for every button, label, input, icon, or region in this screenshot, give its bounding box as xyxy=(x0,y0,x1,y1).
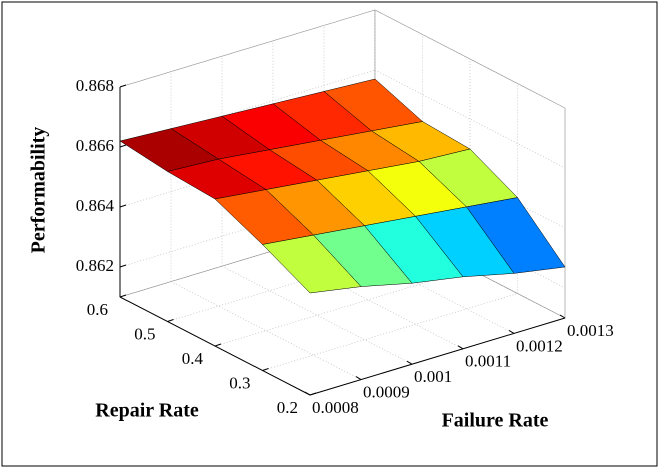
y-tick-label: 0.4 xyxy=(182,349,204,368)
z-tick xyxy=(119,144,127,148)
z-tick xyxy=(119,84,127,88)
x-tick xyxy=(559,314,566,319)
y-tick xyxy=(214,343,222,347)
y-tick xyxy=(167,319,174,322)
x-tick xyxy=(355,376,362,381)
x-tick-label: 0.0013 xyxy=(567,321,614,340)
y-tick xyxy=(119,294,127,298)
x-axis xyxy=(309,317,566,396)
x-tick-label: 0.0012 xyxy=(516,336,563,355)
z-tick xyxy=(119,264,127,268)
x-tick-label: 0.0011 xyxy=(465,352,511,371)
y-tick-label: 0.3 xyxy=(229,373,250,392)
z-axis-label: Performability xyxy=(28,127,50,254)
x-tick xyxy=(406,360,413,365)
y-tick xyxy=(309,392,317,396)
x-tick-label: 0.001 xyxy=(414,367,452,386)
x-tick xyxy=(457,345,464,350)
surface-patch xyxy=(261,234,362,294)
y-tick-label: 0.6 xyxy=(87,300,108,319)
z-tick-label: 0.862 xyxy=(76,256,114,275)
x-tick-label: 0.0009 xyxy=(363,383,410,402)
z-tick-label: 0.868 xyxy=(76,76,114,95)
x-tick-label: 0.0008 xyxy=(312,398,359,417)
x-tick xyxy=(304,391,311,396)
y-axis-label: Repair Rate xyxy=(95,400,199,422)
y-tick xyxy=(262,368,269,371)
y-tick-label: 0.2 xyxy=(277,398,298,417)
x-tick xyxy=(508,329,515,334)
z-tick-label: 0.864 xyxy=(76,196,115,215)
y-tick-label: 0.5 xyxy=(134,324,155,343)
z-tick xyxy=(119,204,127,208)
x-axis-label: Failure Rate xyxy=(442,410,549,432)
z-tick-label: 0.866 xyxy=(76,136,114,155)
